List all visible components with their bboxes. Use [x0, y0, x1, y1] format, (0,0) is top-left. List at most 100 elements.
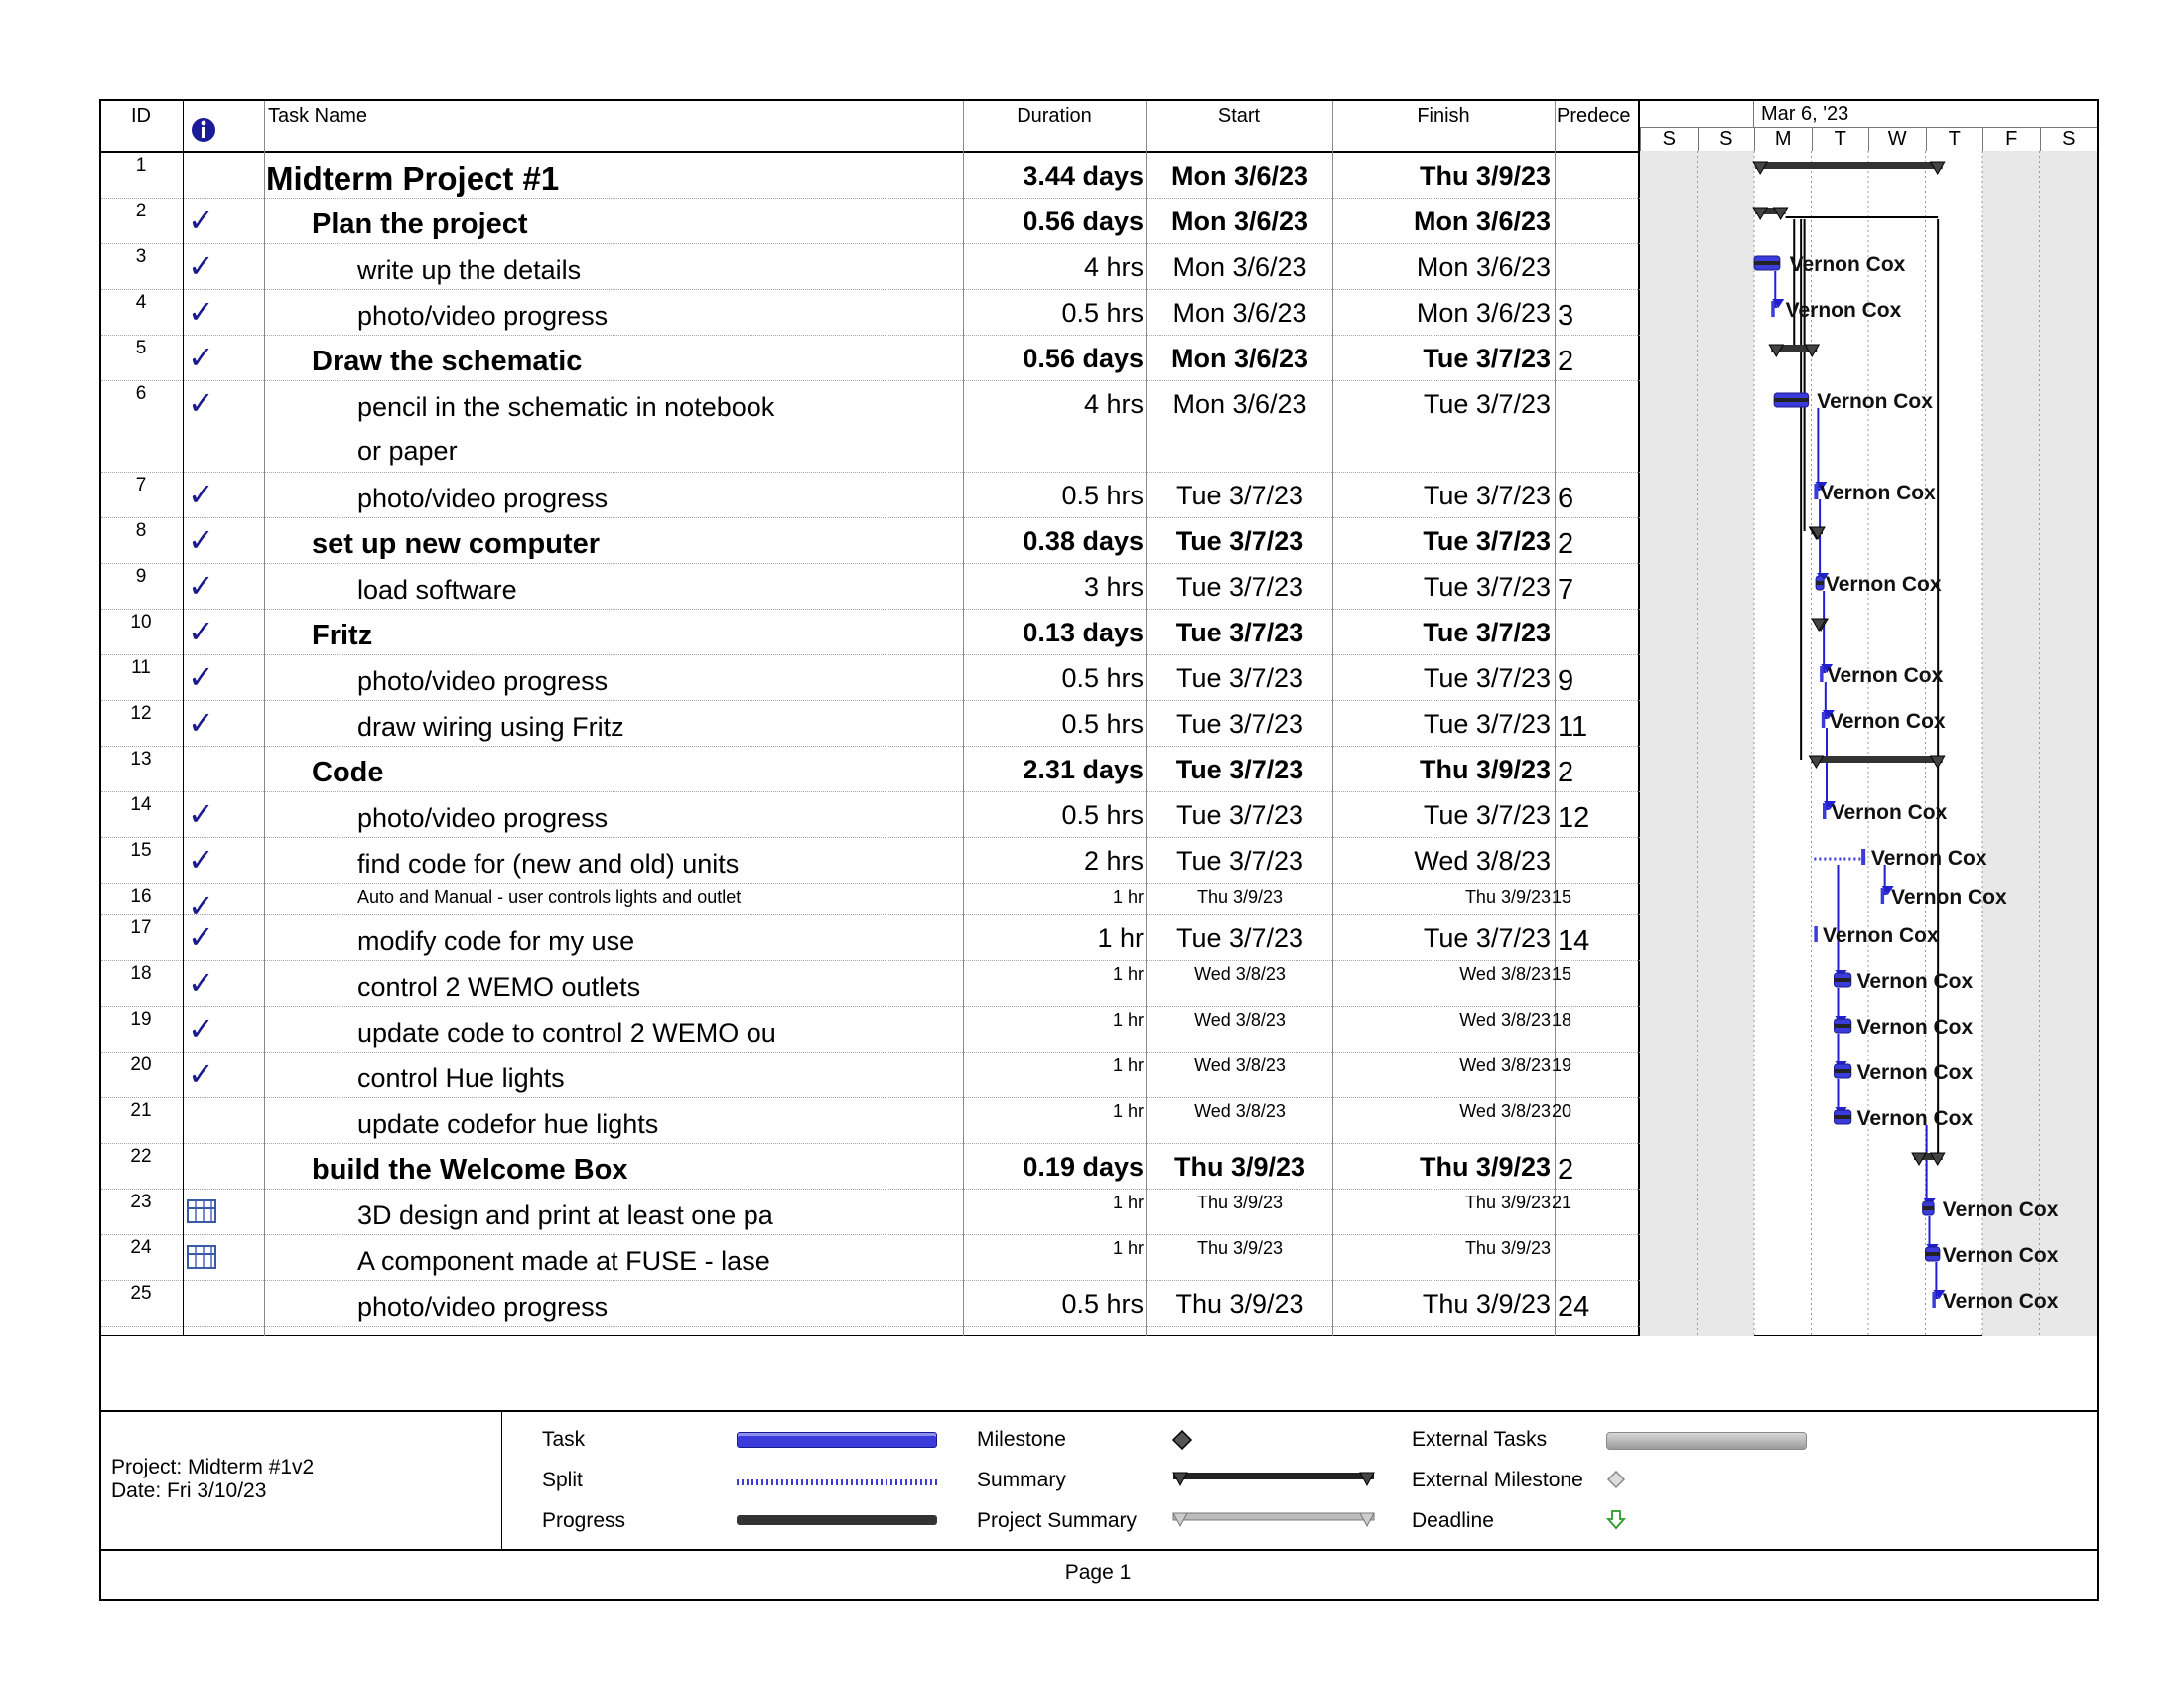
table-row[interactable]: 21 update codefor hue lights 1 hr Wed 3/8/2…: [101, 1098, 1640, 1144]
task-predecessors[interactable]: 2: [1558, 528, 1574, 560]
task-predecessors[interactable]: 11: [1558, 711, 1588, 743]
task-duration[interactable]: 0.5 hrs: [1061, 1289, 1144, 1319]
task-start[interactable]: Mon 3/6/23: [1170, 344, 1309, 373]
task-finish[interactable]: Tue 3/7/23: [1423, 526, 1551, 556]
task-name[interactable]: Fritz: [312, 620, 373, 651]
task-finish[interactable]: Mon 3/6/23: [1416, 298, 1551, 328]
task-name[interactable]: control 2 WEMO outlets: [357, 972, 641, 1002]
task-finish[interactable]: Tue 3/7/23: [1423, 481, 1551, 510]
task-duration[interactable]: 0.38 days: [1023, 526, 1144, 556]
task-duration[interactable]: 1 hr: [1112, 1101, 1144, 1121]
task-start[interactable]: Thu 3/9/23: [1196, 887, 1284, 907]
table-row[interactable]: 24 A component made at FUSE - lase 1 hr Thu…: [101, 1235, 1640, 1281]
task-name[interactable]: photo/video progress: [357, 484, 609, 513]
task-name[interactable]: Draw the schematic: [312, 346, 583, 377]
task-duration[interactable]: 0.19 days: [1023, 1152, 1144, 1182]
table-row[interactable]: 2 ✓ Plan the project 0.56 days Mon 3/6/23 Mon…: [101, 199, 1640, 244]
task-start[interactable]: Wed 3/8/23: [1194, 1010, 1286, 1030]
task-duration[interactable]: 0.5 hrs: [1061, 663, 1144, 693]
task-predecessors[interactable]: 15: [1552, 964, 1572, 984]
task-start[interactable]: Tue 3/7/23: [1175, 618, 1304, 647]
task-start[interactable]: Mon 3/6/23: [1172, 389, 1307, 419]
task-duration[interactable]: 1 hr: [1112, 1055, 1144, 1075]
task-finish[interactable]: Thu 3/9/23: [1464, 1193, 1551, 1212]
table-row[interactable]: 17 ✓ modify code for my use 1 hr Tue 3/7/23 T…: [101, 915, 1640, 961]
header-indicators[interactable]: [183, 101, 262, 151]
task-start[interactable]: Wed 3/8/23: [1194, 964, 1286, 984]
task-predecessors[interactable]: 15: [1552, 887, 1572, 907]
task-duration[interactable]: 0.5 hrs: [1061, 481, 1144, 510]
task-predecessors[interactable]: 12: [1558, 802, 1590, 834]
table-row[interactable]: 25 photo/video progress 0.5 hrs Thu 3/9/23 T…: [101, 1281, 1640, 1327]
task-duration[interactable]: 0.13 days: [1023, 618, 1144, 647]
task-start[interactable]: Tue 3/7/23: [1175, 526, 1304, 556]
task-name[interactable]: control Hue lights: [357, 1063, 565, 1093]
task-finish[interactable]: Wed 3/8/23: [1459, 964, 1551, 984]
task-name[interactable]: draw wiring using Fritz: [357, 712, 624, 742]
task-name[interactable]: 3D design and print at least one pa: [357, 1200, 773, 1230]
task-name[interactable]: Plan the project: [312, 209, 528, 240]
task-duration[interactable]: 3 hrs: [1083, 572, 1144, 602]
task-predecessors[interactable]: 9: [1558, 665, 1574, 697]
table-row[interactable]: 15 ✓ find code for (new and old) units 2 hr…: [101, 838, 1640, 884]
task-duration[interactable]: 1 hr: [1112, 1193, 1144, 1212]
task-name[interactable]: set up new computer: [312, 528, 601, 560]
table-row[interactable]: 19 ✓ update code to control 2 WEMO ou 1 hr W…: [101, 1007, 1640, 1053]
task-duration[interactable]: 2.31 days: [1023, 755, 1144, 784]
task-duration[interactable]: 1 hr: [1097, 923, 1144, 953]
task-finish[interactable]: Wed 3/8/23: [1459, 1010, 1551, 1030]
task-finish[interactable]: Wed 3/8/23: [1414, 846, 1551, 876]
task-duration[interactable]: 0.5 hrs: [1061, 298, 1144, 328]
task-predecessors[interactable]: [1555, 244, 1641, 290]
table-row[interactable]: 18 ✓ control 2 WEMO outlets 1 hr Wed 3/8/23 W…: [101, 961, 1640, 1007]
task-duration[interactable]: 1 hr: [1112, 887, 1144, 907]
task-predecessors[interactable]: 7: [1558, 574, 1574, 606]
task-name[interactable]: Code: [312, 757, 384, 788]
task-finish[interactable]: Thu 3/9/23: [1464, 887, 1551, 907]
task-start[interactable]: Tue 3/7/23: [1175, 709, 1304, 739]
task-name[interactable]: photo/video progress: [357, 666, 609, 696]
task-finish[interactable]: Tue 3/7/23: [1423, 618, 1551, 647]
task-duration[interactable]: 3.44 days: [1023, 161, 1144, 191]
task-duration[interactable]: 4 hrs: [1083, 252, 1144, 282]
table-row[interactable]: 5 ✓ Draw the schematic 0.56 days Mon 3/6/23 T…: [101, 336, 1640, 381]
task-name[interactable]: A component made at FUSE - lase: [357, 1246, 770, 1276]
task-name[interactable]: Auto and Manual - user controls lights a…: [357, 887, 742, 907]
table-row[interactable]: 8 ✓ set up new computer 0.38 days Tue 3/7/23…: [101, 518, 1640, 564]
task-name[interactable]: photo/video progress: [357, 1292, 609, 1322]
task-name[interactable]: load software: [357, 575, 517, 605]
task-finish[interactable]: Thu 3/9/23: [1464, 1238, 1551, 1258]
task-finish[interactable]: Tue 3/7/23: [1423, 663, 1551, 693]
task-name[interactable]: photo/video progress: [357, 803, 609, 833]
header-start[interactable]: Start: [1217, 105, 1261, 127]
task-duration[interactable]: 1 hr: [1112, 1010, 1144, 1030]
table-row[interactable]: 7 ✓ photo/video progress 0.5 hrs Tue 3/7/23 T…: [101, 473, 1640, 518]
task-predecessors[interactable]: [1555, 610, 1641, 655]
task-predecessors[interactable]: 19: [1552, 1055, 1572, 1075]
table-row[interactable]: 3 ✓ write up the details 4 hrs Mon 3/6/23 Mon…: [101, 244, 1640, 290]
task-duration[interactable]: 0.5 hrs: [1061, 800, 1144, 830]
task-predecessors[interactable]: 2: [1558, 757, 1574, 788]
task-finish[interactable]: Tue 3/7/23: [1423, 572, 1551, 602]
task-name[interactable]: find code for (new and old) units: [357, 849, 740, 879]
task-predecessors[interactable]: 24: [1558, 1291, 1590, 1323]
task-start[interactable]: Mon 3/6/23: [1170, 207, 1309, 236]
task-predecessors[interactable]: 3: [1558, 300, 1574, 332]
task-start[interactable]: Tue 3/7/23: [1175, 846, 1304, 876]
task-duration[interactable]: 0.56 days: [1023, 344, 1144, 373]
table-row[interactable]: 1 Midterm Project #1 3.44 days Mon 3/6/23 Th…: [101, 153, 1640, 199]
table-row[interactable]: 14 ✓ photo/video progress 0.5 hrs Tue 3/7/23…: [101, 792, 1640, 838]
task-duration[interactable]: 0.5 hrs: [1061, 709, 1144, 739]
task-finish[interactable]: Thu 3/9/23: [1419, 161, 1551, 191]
task-predecessors[interactable]: 2: [1558, 1154, 1574, 1186]
task-finish[interactable]: Wed 3/8/23: [1459, 1055, 1551, 1075]
task-finish[interactable]: Thu 3/9/23: [1422, 1289, 1551, 1319]
task-name[interactable]: Midterm Project #1: [266, 160, 560, 197]
task-start[interactable]: Thu 3/9/23: [1173, 1152, 1306, 1182]
table-row[interactable]: 22 build the Welcome Box 0.19 days Thu 3/9/…: [101, 1144, 1640, 1190]
table-row[interactable]: 11 ✓ photo/video progress 0.5 hrs Tue 3/7/23…: [101, 655, 1640, 701]
task-finish[interactable]: Tue 3/7/23: [1423, 344, 1551, 373]
task-finish[interactable]: Tue 3/7/23: [1423, 709, 1551, 739]
task-name[interactable]: modify code for my use: [357, 926, 635, 956]
task-start[interactable]: Tue 3/7/23: [1175, 663, 1304, 693]
